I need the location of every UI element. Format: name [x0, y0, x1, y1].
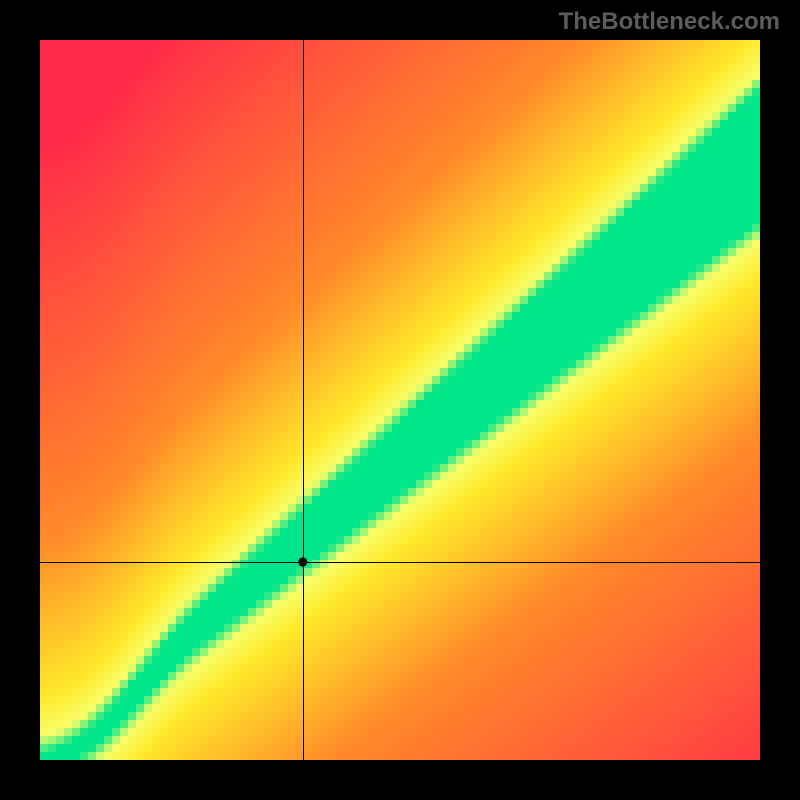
watermark-text: TheBottleneck.com [559, 8, 780, 36]
heatmap-chart [0, 0, 800, 800]
